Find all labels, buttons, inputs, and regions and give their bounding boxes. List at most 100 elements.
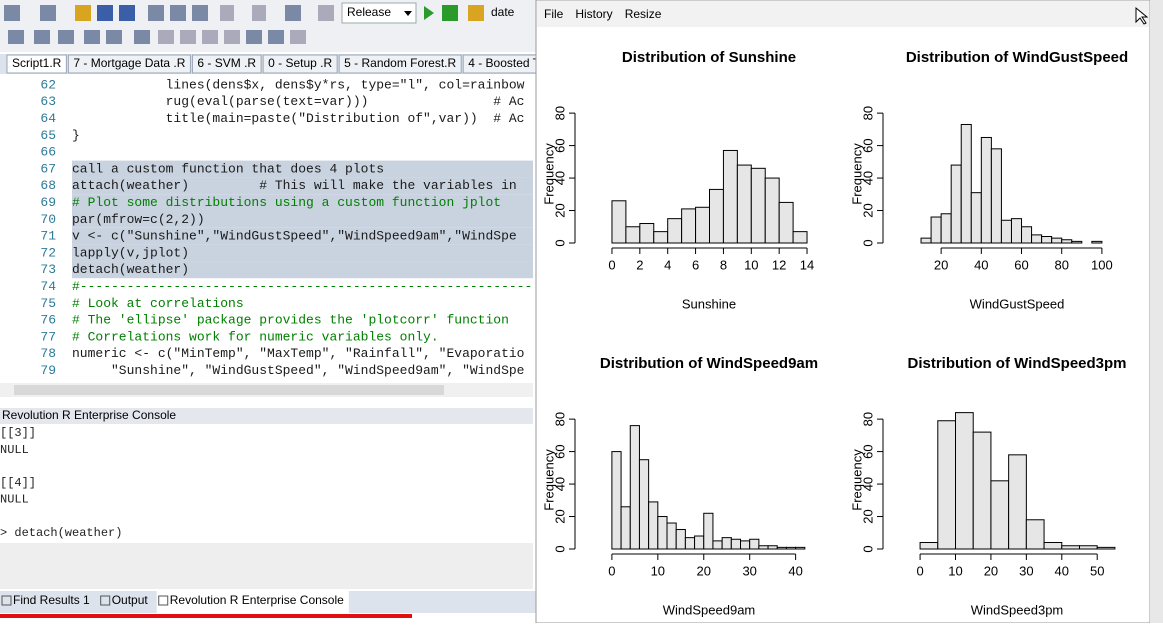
tab-icon [158, 595, 169, 606]
histogram-bar [666, 522, 677, 550]
bottom-tab-label[interactable]: Revolution R Enterprise Console [170, 593, 344, 607]
histogram-bar [1008, 454, 1027, 550]
x-tick-label: 6 [692, 257, 699, 272]
code-line: attach(weather) # This will make the var… [72, 178, 517, 193]
tab-label[interactable]: 5 - Random Forest.R [344, 56, 456, 70]
code-line: call a custom function that does 4 plots [72, 161, 384, 176]
tab-label[interactable]: 7 - Mortgage Data .R [73, 56, 185, 70]
y-axis-label: Frequency [541, 143, 556, 205]
line-number: 77 [40, 329, 56, 344]
chart-title: Distribution of WindGustSpeed [906, 49, 1128, 66]
x-tick-label: 14 [800, 257, 814, 272]
histogram-bar [694, 535, 705, 550]
line-number: 75 [40, 296, 56, 311]
histogram-bar [1078, 545, 1098, 550]
histogram-bar [684, 537, 696, 550]
chart-title: Distribution of Sunshine [622, 49, 796, 66]
x-tick-label: 2 [636, 257, 643, 272]
tab-icon [1, 595, 12, 606]
y-tick-label: 80 [552, 106, 567, 120]
line-number: 79 [40, 363, 56, 378]
chart-title: Distribution of WindSpeed3pm [907, 355, 1126, 372]
tab[interactable] [6, 54, 67, 74]
histogram-bar [681, 208, 697, 244]
code-line: # Correlations work for numeric variable… [72, 329, 439, 344]
console-line: [[3]] [0, 426, 36, 440]
histogram-bar [1061, 239, 1073, 244]
histogram-bar [758, 545, 769, 550]
histogram-bar [990, 148, 1002, 244]
histogram-bar [795, 546, 806, 550]
code-line: rug(eval(parse(text=var))) # Ac [72, 94, 524, 109]
line-number: 76 [40, 313, 56, 328]
x-tick-label: 50 [1090, 563, 1104, 578]
code-line: # Look at correlations [72, 296, 244, 311]
x-tick-label: 0 [916, 563, 923, 578]
histogram-bar [709, 188, 724, 244]
y-tick-label: 0 [552, 239, 567, 246]
console-line: [[4]] [0, 476, 36, 490]
scroll-thumb[interactable] [14, 385, 444, 395]
progress-bar [0, 614, 412, 618]
bottom-tab-label[interactable]: Find Results 1 [13, 593, 90, 607]
selection [72, 244, 533, 262]
y-axis-label: Frequency [849, 449, 864, 511]
tab[interactable] [338, 54, 462, 74]
histogram-bar [970, 192, 982, 244]
tab[interactable] [67, 54, 191, 74]
menu-item[interactable]: Resize [625, 7, 662, 21]
histogram-bar [778, 201, 794, 244]
line-number: 73 [40, 262, 56, 277]
x-tick-label: 60 [1014, 257, 1028, 272]
x-tick-label: 4 [664, 257, 671, 272]
histogram-bar [920, 237, 932, 244]
histogram-bar [736, 164, 752, 244]
bottom-tabs: Find Results 1 Output Revolution R Enterpr… [1, 591, 349, 613]
x-axis-label: Sunshine [682, 296, 736, 311]
selection [72, 261, 533, 279]
line-number: 74 [40, 279, 56, 294]
bottom-tab-label[interactable]: Output [112, 593, 149, 607]
histogram-bar [950, 164, 962, 244]
histogram-bar [937, 420, 957, 550]
tab[interactable] [191, 54, 262, 74]
histogram-bar [1096, 546, 1116, 550]
histogram-bar [955, 412, 974, 550]
config-dropdown[interactable] [341, 2, 417, 24]
histogram-bar [792, 231, 808, 244]
histogram-bar [940, 213, 952, 244]
tab-label[interactable]: 4 - Boosted Tre [468, 56, 550, 70]
menu-item[interactable]: File [544, 7, 564, 21]
console-line: > detach(weather) [0, 526, 122, 540]
y-tick-label: 0 [860, 239, 875, 246]
x-axis-label: WindGustSpeed [970, 296, 1065, 311]
histogram-bar [1071, 240, 1083, 244]
x-tick-label: 0 [608, 257, 615, 272]
y-tick-label: 0 [860, 545, 875, 552]
menu-item[interactable]: History [575, 7, 612, 21]
y-tick-label: 60 [552, 444, 567, 458]
console-header [0, 408, 533, 424]
x-tick-label: 80 [1054, 257, 1068, 272]
y-tick-label: 20 [552, 203, 567, 217]
tab-label[interactable]: 0 - Setup .R [268, 56, 332, 70]
histogram-bar [712, 540, 723, 550]
x-tick-label: 12 [772, 257, 786, 272]
config-label: Release [347, 5, 391, 19]
histogram-bar [960, 123, 972, 244]
line-number: 70 [40, 212, 56, 227]
tab-label[interactable]: 6 - SVM .R [197, 56, 256, 70]
histogram-bar [750, 167, 766, 244]
x-tick-label: 40 [788, 563, 802, 578]
histogram-bar [776, 546, 787, 550]
x-tick-label: 10 [651, 563, 665, 578]
histogram-bar [703, 512, 714, 550]
line-number: 65 [40, 128, 56, 143]
toolbar-field: date [491, 5, 515, 19]
histogram-bar [629, 425, 640, 550]
tab[interactable] [262, 54, 338, 74]
tab-label[interactable]: Script1.R [12, 56, 62, 70]
histogram-bar [675, 529, 686, 550]
histogram-bar [648, 501, 659, 550]
